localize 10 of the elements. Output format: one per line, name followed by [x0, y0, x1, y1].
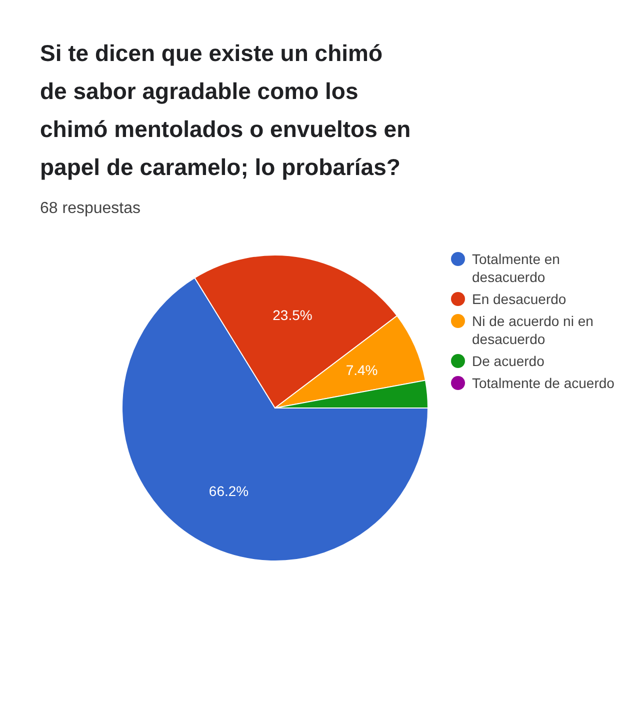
legend-label: Totalmente en desacuerdo: [472, 250, 561, 286]
chart-subtitle: 68 respuestas: [40, 200, 142, 218]
data-label: 7.4%: [346, 362, 378, 378]
legend-label: Ni de acuerdo ni en desacuerdo: [472, 312, 594, 348]
data-label: 66.2%: [208, 482, 249, 499]
legend-label: En desacuerdo: [472, 290, 566, 308]
data-label: 23.5%: [272, 306, 312, 323]
legend-label: Totalmente de acuerdo: [472, 374, 614, 392]
chart-title: Si te dicen que existe un chimó de sabor agradable como los chimó mentolados o envueltos en papel de caramelo; lo probarías?: [40, 39, 412, 182]
legend-label: De acuerdo: [472, 352, 544, 370]
